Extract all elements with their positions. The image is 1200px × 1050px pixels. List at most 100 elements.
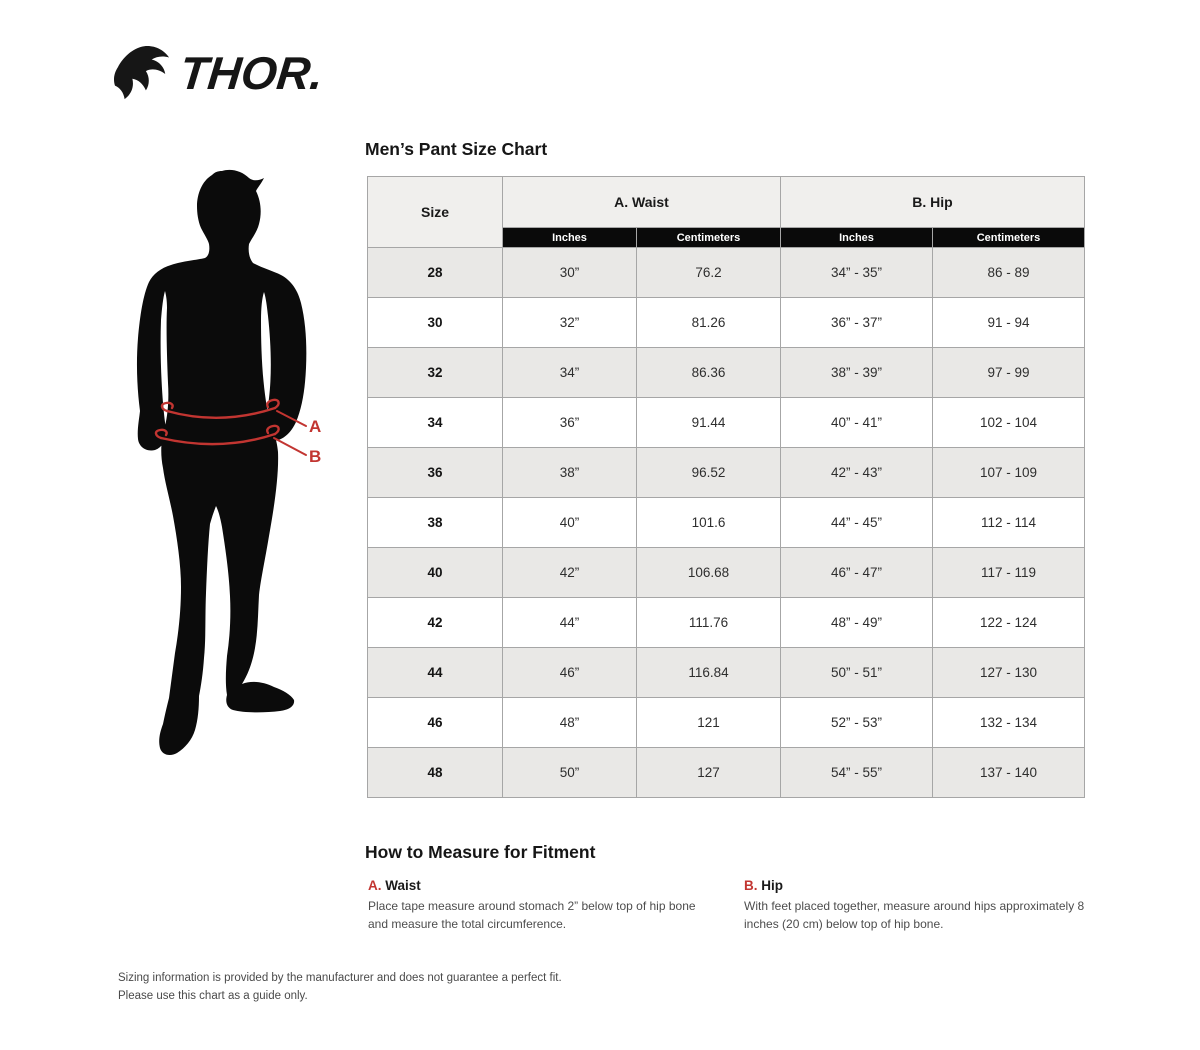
size-cell: 38 bbox=[367, 497, 503, 548]
size-cell: 34 bbox=[367, 397, 503, 448]
table-row: 42 44” 111.76 48” - 49” 122 - 124 bbox=[367, 597, 1086, 648]
size-cell: 36 bbox=[367, 447, 503, 498]
value-cell: 121 bbox=[636, 697, 781, 748]
value-cell: 50” - 51” bbox=[780, 647, 933, 698]
waist-measure-band bbox=[160, 398, 307, 427]
size-column-header: Size bbox=[367, 176, 503, 248]
size-cell: 40 bbox=[367, 547, 503, 598]
value-cell: 32” bbox=[502, 297, 637, 348]
table-row: 38 40” 101.6 44” - 45” 112 - 114 bbox=[367, 497, 1086, 548]
table-row: 40 42” 106.68 46” - 47” 117 - 119 bbox=[367, 547, 1086, 598]
waist-centimeters-header: Centimeters bbox=[636, 227, 781, 248]
size-cell: 42 bbox=[367, 597, 503, 648]
value-cell: 44” bbox=[502, 597, 637, 648]
table-row: 28 30” 76.2 34” - 35” 86 - 89 bbox=[367, 247, 1086, 298]
value-cell: 91 - 94 bbox=[931, 297, 1086, 348]
value-cell: 38” bbox=[502, 447, 637, 498]
value-cell: 76.2 bbox=[636, 247, 781, 298]
value-cell: 127 bbox=[636, 747, 781, 798]
waist-group-header: A. Waist bbox=[502, 176, 781, 228]
size-cell: 48 bbox=[367, 747, 503, 798]
size-table-body: 28 30” 76.2 34” - 35” 86 - 89 30 32” 81.26 36” -… bbox=[367, 247, 1086, 798]
value-cell: 127 - 130 bbox=[931, 647, 1086, 698]
disclaimer-line-1: Sizing information is provided by the ma… bbox=[118, 972, 562, 984]
value-cell: 38” - 39” bbox=[780, 347, 933, 398]
value-cell: 46” - 47” bbox=[780, 547, 933, 598]
value-cell: 40” - 41” bbox=[780, 397, 933, 448]
disclaimer: Sizing information is provided by the ma… bbox=[118, 970, 562, 1006]
page-title: Men’s Pant Size Chart bbox=[365, 139, 548, 159]
value-cell: 48” - 49” bbox=[780, 597, 933, 648]
hip-name: Hip bbox=[761, 878, 784, 893]
waist-instruction-heading: A. Waist bbox=[368, 878, 708, 893]
hip-label-b: B bbox=[309, 447, 321, 466]
table-subheader-row: Inches Centimeters Inches Centimeters bbox=[368, 227, 1086, 248]
value-cell: 101.6 bbox=[636, 497, 781, 548]
size-cell: 46 bbox=[367, 697, 503, 748]
value-cell: 48” bbox=[502, 697, 637, 748]
value-cell: 30” bbox=[502, 247, 637, 298]
waist-instruction-text: Place tape measure around stomach 2” bel… bbox=[368, 899, 696, 931]
value-cell: 42” - 43” bbox=[780, 447, 933, 498]
table-row: 44 46” 116.84 50” - 51” 127 - 130 bbox=[367, 647, 1086, 698]
hip-instruction-heading: B. Hip bbox=[744, 878, 1096, 893]
table-group-header-row: Size A. Waist B. Hip bbox=[367, 176, 1086, 248]
male-silhouette bbox=[136, 169, 307, 756]
value-cell: 46” bbox=[502, 647, 637, 698]
value-cell: 34” - 35” bbox=[780, 247, 933, 298]
waist-measure-instructions: A. Waist Place tape measure around stoma… bbox=[368, 878, 708, 933]
value-cell: 52” - 53” bbox=[780, 697, 933, 748]
value-cell: 36” bbox=[502, 397, 637, 448]
thor-logo: THOR. bbox=[112, 44, 326, 102]
table-row: 32 34” 86.36 38” - 39” 97 - 99 bbox=[367, 347, 1086, 398]
size-table: Size A. Waist B. Hip Inches Centimeters … bbox=[367, 176, 1086, 798]
hip-leader-line bbox=[273, 437, 307, 456]
value-cell: 54” - 55” bbox=[780, 747, 933, 798]
table-row: 48 50” 127 54” - 55” 137 - 140 bbox=[367, 747, 1086, 798]
disclaimer-line-2: Please use this chart as a guide only. bbox=[118, 989, 308, 1002]
table-row: 30 32” 81.26 36” - 37” 91 - 94 bbox=[367, 297, 1086, 348]
body-silhouette-figure: A B bbox=[136, 169, 321, 756]
thor-logo-text: THOR. bbox=[177, 47, 326, 99]
value-cell: 106.68 bbox=[636, 547, 781, 598]
table-row: 34 36” 91.44 40” - 41” 102 - 104 bbox=[367, 397, 1086, 448]
value-cell: 40” bbox=[502, 497, 637, 548]
value-cell: 86 - 89 bbox=[931, 247, 1086, 298]
waist-leader-line bbox=[276, 410, 307, 427]
value-cell: 117 - 119 bbox=[931, 547, 1086, 598]
value-cell: 42” bbox=[502, 547, 637, 598]
waist-label-a: A bbox=[309, 417, 321, 436]
value-cell: 34” bbox=[502, 347, 637, 398]
value-cell: 112 - 114 bbox=[931, 497, 1086, 548]
size-cell: 32 bbox=[367, 347, 503, 398]
value-cell: 86.36 bbox=[636, 347, 781, 398]
waist-letter: A. bbox=[368, 878, 382, 893]
value-cell: 50” bbox=[502, 747, 637, 798]
hip-inches-header: Inches bbox=[780, 227, 933, 248]
hip-measure-instructions: B. Hip With feet placed together, measur… bbox=[744, 878, 1096, 933]
size-cell: 44 bbox=[367, 647, 503, 698]
value-cell: 36” - 37” bbox=[780, 297, 933, 348]
size-cell: 28 bbox=[367, 247, 503, 298]
value-cell: 102 - 104 bbox=[931, 397, 1086, 448]
value-cell: 137 - 140 bbox=[931, 747, 1086, 798]
size-table-container: Size A. Waist B. Hip Inches Centimeters … bbox=[367, 176, 1086, 798]
value-cell: 107 - 109 bbox=[931, 447, 1086, 498]
value-cell: 116.84 bbox=[636, 647, 781, 698]
value-cell: 122 - 124 bbox=[931, 597, 1086, 648]
value-cell: 91.44 bbox=[636, 397, 781, 448]
hip-letter: B. bbox=[744, 878, 758, 893]
value-cell: 111.76 bbox=[636, 597, 781, 648]
hip-group-header: B. Hip bbox=[779, 176, 1086, 228]
waist-inches-header: Inches bbox=[502, 227, 637, 248]
value-cell: 44” - 45” bbox=[780, 497, 933, 548]
hip-centimeters-header: Centimeters bbox=[931, 227, 1086, 248]
howto-title: How to Measure for Fitment bbox=[365, 842, 596, 862]
table-row: 46 48” 121 52” - 53” 132 - 134 bbox=[367, 697, 1086, 748]
waist-name: Waist bbox=[385, 878, 421, 893]
size-cell: 30 bbox=[367, 297, 503, 348]
value-cell: 96.52 bbox=[636, 447, 781, 498]
value-cell: 132 - 134 bbox=[931, 697, 1086, 748]
value-cell: 97 - 99 bbox=[931, 347, 1086, 398]
